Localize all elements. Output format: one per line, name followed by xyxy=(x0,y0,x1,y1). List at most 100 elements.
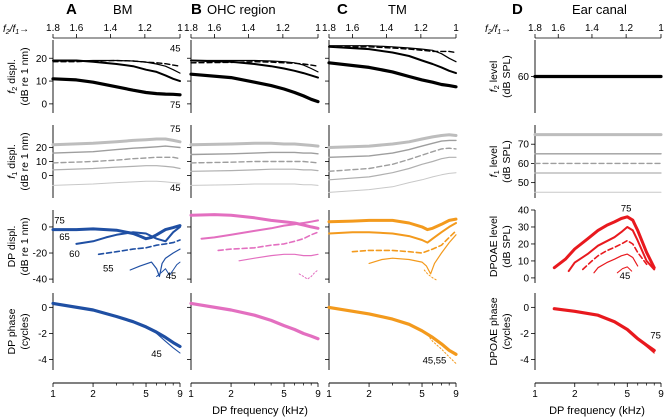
x-tick-label-A-3: 9 xyxy=(177,389,183,400)
ratio-tick-label-D-2: 1.4 xyxy=(585,23,599,34)
annotation-A-dp-6: 60 xyxy=(69,249,80,260)
panel-D-header: D Ear canal xyxy=(512,1,627,18)
series-B-dp-75-0 xyxy=(189,213,320,230)
ratio-tick-label-A-2: 1.4 xyxy=(103,23,117,34)
ratio-tick-label-C-1: 1.6 xyxy=(345,23,359,34)
ratio-axis-label-D: f2/f1→ xyxy=(485,24,511,36)
x-tick-label-A-2: 5 xyxy=(143,389,149,400)
y-tick-label-A-dp-0: 0 xyxy=(41,222,47,233)
ratio-tick-label-D-1: 1.6 xyxy=(551,23,565,34)
y-tick-label-A-dp-1: -20 xyxy=(33,249,48,260)
y-axis-label-D-f1: f1 level (dB SPL) xyxy=(488,140,513,183)
annotation-A-f2-0: 45 xyxy=(170,43,181,54)
y-tick-label-D-phase-2: -4 xyxy=(520,355,529,366)
y-tick-label-D-phase-0: 0 xyxy=(523,303,529,314)
series-A-dp-75-0 xyxy=(51,224,182,241)
annotation-D-dp-12: 45 xyxy=(620,271,631,282)
series-B-f1-45-4 xyxy=(190,183,319,186)
panel-B-header: B OHC region xyxy=(191,1,276,18)
series-A-phase-75-0 xyxy=(51,301,182,349)
series-D-dp-45-4 xyxy=(616,266,633,274)
ratio-tick-label-C-2: 1.4 xyxy=(379,23,393,34)
annotation-A-dp-7: 55 xyxy=(103,263,114,274)
series-D-dp-55-3 xyxy=(593,253,639,274)
series-B-f1-75-0 xyxy=(189,141,320,148)
x-tick-label-A-0: 1 xyxy=(50,389,56,400)
series-B-f1-60-2 xyxy=(190,160,319,164)
annotation-A-f1-2: 75 xyxy=(170,124,181,135)
ratio-tick-label-A-1: 1.6 xyxy=(69,23,83,34)
ratio-tick-label-A-3: 1.2 xyxy=(138,23,152,34)
x-tick-label-C-2: 5 xyxy=(419,389,425,400)
y-label-line2-D-f2: (dB SPL) xyxy=(501,55,513,98)
y-tick-label-D-phase-1: -2 xyxy=(520,329,529,340)
series-C-dp-65-1 xyxy=(328,222,457,244)
series-D-phase-75-0 xyxy=(552,307,656,352)
y-tick-label-A-f2-0: 0 xyxy=(41,99,47,110)
panel-D-title: Ear canal xyxy=(572,2,627,17)
series-A-f1-70-1 xyxy=(52,145,181,154)
x-tick-label-D-0: 1 xyxy=(532,389,538,400)
series-B-dp-65-1 xyxy=(200,219,319,240)
ratio-tick-label-D-0: 1.8 xyxy=(528,23,542,34)
y-tick-label-D-dp-4: 40 xyxy=(518,206,530,217)
panel-C-header: C TM xyxy=(337,1,407,18)
y-label-line1-A-f2: f2 displ. xyxy=(6,59,19,94)
x-tick-label-B-2: 5 xyxy=(281,389,287,400)
ratio-tick-label-C-0: 1.8 xyxy=(322,23,336,34)
y-tick-label-A-f2-2: 20 xyxy=(36,54,48,65)
panel-C-letter: C xyxy=(337,1,348,18)
series-C-dp-55-3 xyxy=(368,234,457,275)
series-B-f2-55-1 xyxy=(190,59,319,73)
y-tick-label-D-f1-0: 70 xyxy=(518,140,530,151)
series-C-dp-60-2 xyxy=(351,230,457,254)
annotation-A-f1-3: 45 xyxy=(170,183,181,194)
y-label-line2-A-dp: (dB re 1 nm) xyxy=(19,217,31,275)
panel-A-title: BM xyxy=(113,2,133,17)
series-C-f2-55-1 xyxy=(328,45,457,63)
y-label-line1-D-dp: DPOAE level xyxy=(488,216,500,277)
panel-C-title: TM xyxy=(388,2,407,17)
y-tick-label-D-dp-1: 10 xyxy=(518,256,530,267)
ratio-tick-label-B-0: 1.8 xyxy=(184,23,198,34)
series-B-f1-55-3 xyxy=(190,168,319,172)
series-C-f1-70-1 xyxy=(328,139,457,158)
series-C-dp-75-0 xyxy=(327,217,458,232)
panel-B-title: OHC region xyxy=(207,2,276,17)
y-label-line2-A-f2: (dB re 1 nm) xyxy=(19,47,31,105)
ratio-tick-label-B-4: 1 xyxy=(315,23,321,34)
series-A-f1-45-4 xyxy=(52,180,181,186)
y-tick-label-A-phase-2: -4 xyxy=(38,355,47,366)
series-B-phase-75-0 xyxy=(189,301,320,341)
series-C-f1-55-3 xyxy=(328,156,457,181)
x-tick-label-C-0: 1 xyxy=(326,389,332,400)
ratio-tick-label-B-3: 1.2 xyxy=(276,23,290,34)
x-axis-label-left: DP frequency (kHz) xyxy=(212,405,308,417)
series-C-f2-65-2 xyxy=(328,45,457,75)
y-label-line2-A-f1: (dB re 1 nm) xyxy=(19,132,31,190)
x-tick-label-A-1: 2 xyxy=(90,389,96,400)
annotation-A-f2-1: 75 xyxy=(170,100,181,111)
y-axis-label-D-dp: DPOAE level (dB SPL) xyxy=(488,216,513,277)
y-label-line2-D-dp: (dB SPL) xyxy=(501,225,513,268)
series-A-dp-65-1 xyxy=(75,225,181,245)
x-tick-label-B-1: 2 xyxy=(228,389,234,400)
series-D-dp-65-1 xyxy=(567,226,656,273)
y-tick-label-A-f2-1: 10 xyxy=(36,77,48,88)
y-axis-label-A-phase: DP phase (cycles) xyxy=(6,308,31,354)
x-axis-label-right: DP frequency (kHz) xyxy=(549,405,645,417)
y-tick-label-A-f1-0: 0 xyxy=(41,171,47,182)
series-C-f1-60-2 xyxy=(328,147,457,172)
annotation-A-dp-5: 65 xyxy=(59,232,70,243)
series-B-dp-45-4 xyxy=(298,269,319,280)
series-A-f1-75-0 xyxy=(51,137,182,147)
series-D-phase-65-1 xyxy=(574,310,655,354)
panel-A-header: A BM xyxy=(66,1,133,18)
y-axis-label-A-f1: f1 displ. (dB re 1 nm) xyxy=(6,132,31,190)
y-label-line1-D-f2: f2 level xyxy=(488,61,501,93)
y-tick-label-D-dp-2: 20 xyxy=(518,239,530,250)
y-axis-label-A-f2: f2 displ. (dB re 1 nm) xyxy=(6,47,31,105)
annotation-D-phase-13: 75 xyxy=(650,331,661,342)
